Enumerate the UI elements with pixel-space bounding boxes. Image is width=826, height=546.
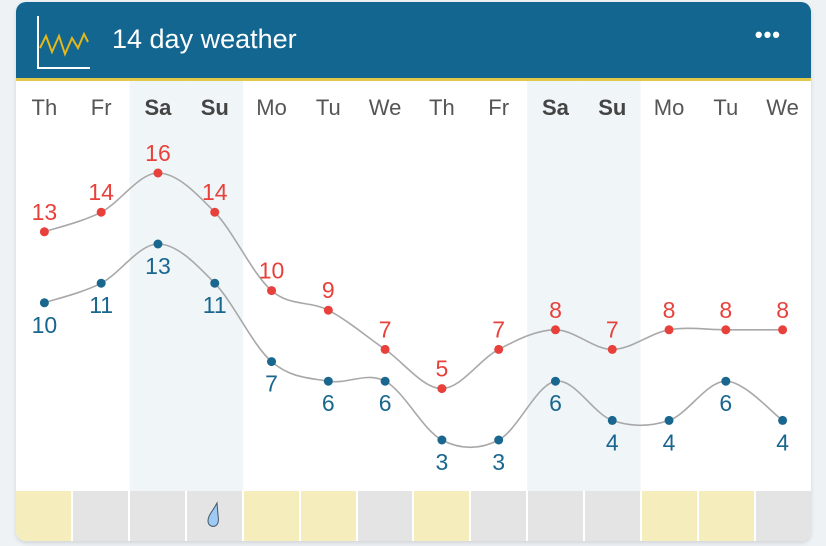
condition-tile-cloudy (72, 491, 128, 541)
high-temperature-label: 14 (202, 179, 228, 205)
low-temperature-label: 13 (145, 253, 171, 279)
day-label: Fr (91, 95, 112, 120)
high-point (39, 227, 49, 237)
day-label: Mo (654, 95, 685, 120)
low-temperature-label: 3 (435, 449, 448, 475)
high-temperature-label: 9 (322, 277, 335, 303)
high-temperature-line (44, 172, 783, 390)
high-point (550, 325, 560, 335)
condition-tile-cloudy (528, 491, 584, 541)
high-point (607, 344, 617, 354)
high-point (380, 344, 390, 354)
weekend-column (129, 81, 187, 491)
day-label: Th (429, 95, 455, 120)
low-temperature-label: 4 (663, 429, 676, 455)
condition-tile-sunny (300, 491, 356, 541)
low-point (494, 435, 504, 445)
condition-tile-sunny (243, 491, 299, 541)
day-label: Fr (488, 95, 509, 120)
low-temperature-label: 11 (203, 292, 227, 318)
day-label: Sa (145, 95, 173, 120)
low-temperature-label: 4 (776, 429, 789, 455)
low-point (778, 415, 788, 425)
condition-tile-cloudy (755, 491, 811, 541)
condition-tile-cloudy (471, 491, 527, 541)
low-temperature-label: 4 (606, 429, 619, 455)
low-temperature-label: 6 (322, 390, 335, 416)
condition-tile-cloudy (129, 491, 185, 541)
high-temperature-label: 8 (776, 297, 789, 323)
low-point (96, 278, 106, 288)
low-point (437, 435, 447, 445)
raindrop-icon (207, 501, 219, 527)
low-temperature-label: 6 (719, 390, 732, 416)
low-point (380, 376, 390, 386)
condition-tile-sunny (414, 491, 470, 541)
day-label: Sa (542, 95, 570, 120)
low-temperature-label: 3 (492, 449, 505, 475)
high-temperature-label: 16 (145, 140, 171, 166)
low-point (721, 376, 731, 386)
condition-strip (16, 491, 811, 541)
high-temperature-label: 10 (259, 258, 285, 284)
day-label: We (369, 95, 402, 120)
high-point (153, 168, 163, 178)
low-point (607, 415, 617, 425)
high-temperature-label: 8 (663, 297, 676, 323)
card-header: 14 day weather ••• (16, 2, 811, 81)
high-point (778, 325, 788, 335)
high-temperature-label: 8 (549, 297, 562, 323)
low-temperature-label: 6 (379, 390, 392, 416)
high-temperature-label: 5 (435, 356, 448, 382)
high-temperature-label: 8 (719, 297, 732, 323)
condition-tile-sunny (16, 491, 71, 541)
more-options-button[interactable]: ••• (754, 22, 781, 47)
low-point (39, 298, 49, 308)
high-temperature-label: 14 (88, 179, 114, 205)
high-point (210, 207, 220, 217)
condition-tile-cloudy (585, 491, 641, 541)
day-label: Tu (713, 95, 738, 120)
high-point (437, 384, 447, 394)
low-point (267, 357, 277, 367)
low-point (550, 376, 560, 386)
low-temperature-label: 6 (549, 390, 562, 416)
card-title: 14 day weather (112, 24, 297, 54)
low-temperature-label: 10 (32, 312, 58, 338)
day-label: Mo (256, 95, 287, 120)
chart-line-icon (37, 16, 90, 69)
day-label: We (766, 95, 799, 120)
high-temperature-label: 13 (32, 199, 58, 225)
high-point (96, 207, 106, 217)
low-temperature-label: 7 (265, 371, 278, 397)
high-temperature-label: 7 (492, 316, 505, 342)
day-label: Tu (316, 95, 341, 120)
weather-card: 14 day weather ••• Th Fr Sa Su Mo Tu We Th Fr Sa S… (16, 2, 811, 541)
condition-tile-cloudy (357, 491, 413, 541)
high-temperature-label: 7 (379, 316, 392, 342)
day-label: Th (32, 95, 58, 120)
low-point (153, 239, 163, 249)
condition-tile-sunny (642, 491, 698, 541)
day-label: Su (201, 95, 229, 120)
high-point (267, 286, 277, 296)
high-point (721, 325, 731, 335)
weekend-column (527, 81, 584, 491)
high-temperature-label: 7 (606, 316, 619, 342)
low-point (323, 376, 333, 386)
high-point (664, 325, 674, 335)
day-label: Su (598, 95, 626, 120)
high-point (494, 344, 504, 354)
condition-tile-sunny (699, 491, 754, 541)
low-temperature-label: 11 (89, 292, 113, 318)
condition-tile-rain (186, 491, 242, 541)
high-point (323, 305, 333, 315)
low-point (664, 415, 674, 425)
low-point (210, 278, 220, 288)
forecast-chart: Th Fr Sa Su Mo Tu We Th Fr Sa Su Mo Tu We 13 14 16 14 10 9 7… (32, 81, 799, 491)
